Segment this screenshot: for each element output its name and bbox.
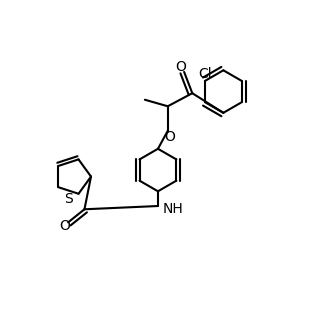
Text: NH: NH bbox=[163, 202, 184, 216]
Text: O: O bbox=[164, 130, 175, 144]
Text: S: S bbox=[64, 192, 73, 206]
Text: Cl: Cl bbox=[198, 67, 212, 81]
Text: O: O bbox=[59, 219, 70, 233]
Text: O: O bbox=[175, 60, 186, 74]
